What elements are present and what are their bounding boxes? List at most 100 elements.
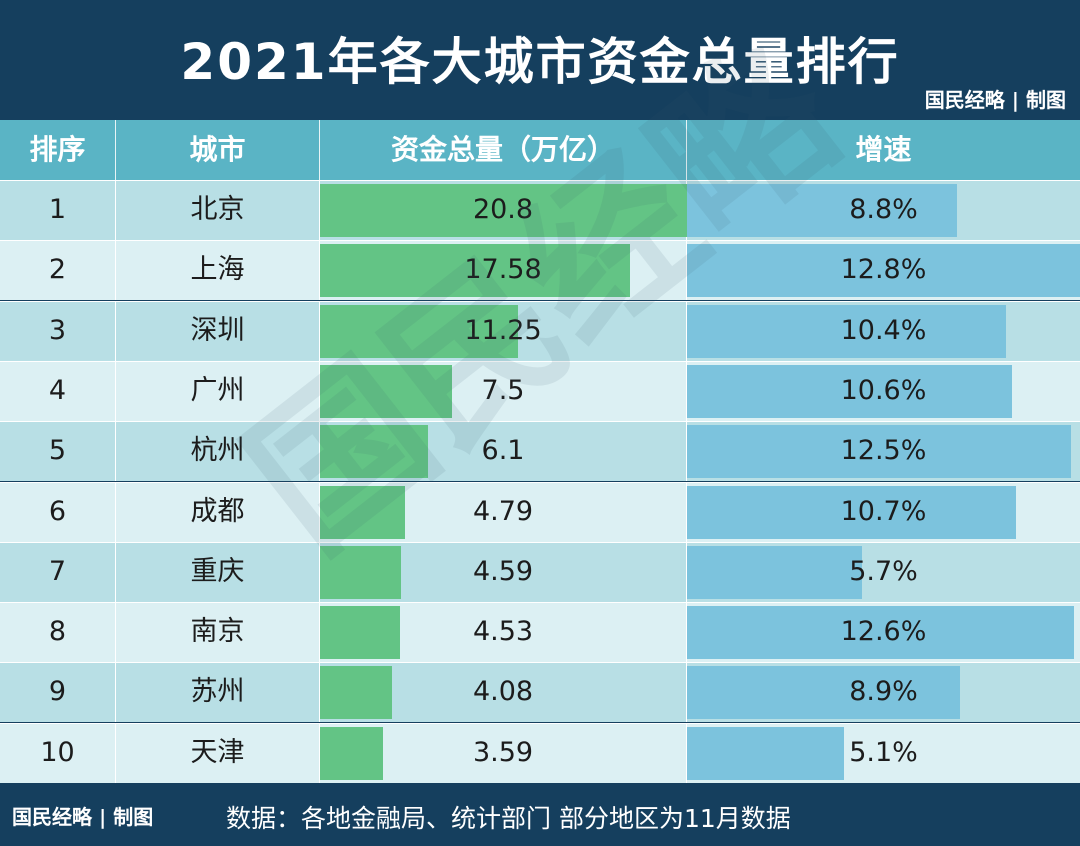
city-cell: 广州 — [116, 361, 320, 421]
table-row: 6 成都 4.79 10.7% — [0, 481, 1080, 542]
city-cell: 成都 — [116, 482, 320, 542]
city-cell: 杭州 — [116, 422, 320, 482]
rank-cell: 10 — [0, 723, 116, 783]
total-cell: 20.8 — [320, 181, 687, 240]
rank-value: 9 — [48, 676, 67, 708]
total-cell: 11.25 — [320, 301, 687, 361]
rank-value: 7 — [48, 555, 67, 587]
total-bar — [320, 184, 687, 237]
city-value: 广州 — [190, 374, 245, 406]
growth-value: 5.1% — [849, 736, 918, 768]
total-bar — [320, 304, 519, 358]
rank-value: 4 — [48, 374, 67, 406]
growth-bar — [687, 545, 862, 599]
total-value: 17.58 — [464, 254, 542, 286]
total-cell: 4.08 — [320, 663, 687, 723]
growth-bar — [687, 184, 958, 237]
rank-value: 5 — [48, 435, 67, 467]
rank-cell: 8 — [0, 603, 116, 663]
growth-value: 12.5% — [840, 435, 927, 467]
total-value: 11.25 — [464, 314, 542, 346]
table-row: 7 重庆 4.59 5.7% — [0, 541, 1080, 602]
rank-cell: 1 — [0, 181, 116, 240]
total-cell: 4.53 — [320, 603, 687, 663]
growth-cell: 10.4% — [687, 302, 1080, 361]
city-value: 北京 — [190, 194, 245, 225]
rank-cell: 3 — [0, 301, 116, 361]
growth-value: 10.4% — [840, 314, 927, 346]
city-value: 重庆 — [190, 555, 245, 587]
column-header-city: 城市 — [116, 120, 320, 180]
growth-value: 12.6% — [840, 616, 927, 648]
footer: 国民经略 | 制图 数据：各地金融局、统计部门 部分地区为11月数据 — [0, 783, 1080, 846]
total-cell: 7.5 — [320, 361, 687, 421]
table-row: 1 北京 20.8 8.8% — [0, 180, 1080, 240]
rank-value: 6 — [48, 495, 67, 527]
growth-cell: 10.6% — [687, 362, 1080, 421]
table-header: 排序 城市 资金总量（万亿） 增速 — [0, 120, 1080, 180]
city-cell: 南京 — [116, 603, 320, 663]
city-value: 成都 — [190, 495, 245, 527]
table-row: 3 深圳 11.25 10.4% — [0, 300, 1080, 361]
city-cell: 重庆 — [116, 542, 320, 602]
total-cell: 4.79 — [320, 482, 687, 542]
column-header-total: 资金总量（万亿） — [320, 120, 687, 180]
total-value: 20.8 — [472, 194, 534, 225]
rank-cell: 7 — [0, 542, 116, 602]
growth-bar — [687, 726, 844, 780]
table-row: 5 杭州 6.1 12.5% — [0, 421, 1080, 482]
growth-value: 5.7% — [849, 555, 918, 587]
total-bar — [320, 666, 392, 720]
total-cell: 17.58 — [320, 241, 687, 301]
total-bar — [320, 545, 401, 599]
growth-value: 8.8% — [849, 194, 918, 225]
city-cell: 苏州 — [116, 663, 320, 723]
total-value: 4.79 — [472, 495, 534, 527]
rank-value: 1 — [48, 194, 67, 225]
growth-bar — [687, 304, 1007, 358]
table-row: 10 天津 3.59 5.1% — [0, 722, 1080, 783]
rank-cell: 9 — [0, 663, 116, 723]
column-header-growth: 增速 — [855, 133, 912, 166]
growth-bar — [687, 666, 961, 720]
growth-cell: 12.6% — [687, 603, 1080, 662]
rank-cell: 6 — [0, 482, 116, 542]
total-value: 4.59 — [472, 555, 534, 587]
brand-credit-top: 国民经略 | 制图 — [924, 88, 1066, 112]
total-value: 4.08 — [472, 676, 534, 708]
growth-value: 10.6% — [840, 374, 927, 406]
growth-value: 12.8% — [840, 254, 927, 286]
header: 2021年各大城市资金总量排行 国民经略 | 制图 — [0, 0, 1080, 120]
table-row: 8 南京 4.53 12.6% — [0, 602, 1080, 663]
column-header-rank: 排序 — [0, 120, 116, 180]
city-value: 天津 — [190, 736, 245, 768]
growth-bar — [687, 425, 1071, 479]
rank-value: 2 — [48, 254, 67, 286]
total-cell: 6.1 — [320, 422, 687, 482]
rank-value: 8 — [48, 616, 67, 648]
total-bar — [320, 425, 428, 479]
growth-bar — [687, 244, 1080, 298]
growth-bar — [687, 364, 1013, 418]
rank-cell: 2 — [0, 241, 116, 301]
growth-cell: 8.8% — [687, 181, 1080, 240]
growth-cell: 12.5% — [687, 422, 1080, 481]
total-value: 3.59 — [472, 736, 534, 768]
total-cell: 3.59 — [320, 723, 687, 783]
city-value: 南京 — [190, 616, 245, 648]
total-bar — [320, 485, 405, 539]
growth-cell: 5.7% — [687, 543, 1080, 602]
total-value: 7.5 — [481, 374, 525, 406]
total-bar — [320, 606, 400, 660]
rank-value: 10 — [40, 736, 75, 768]
total-bar — [320, 244, 631, 298]
growth-value: 10.7% — [840, 495, 927, 527]
table-row: 2 上海 17.58 12.8% — [0, 240, 1080, 301]
growth-bar — [687, 485, 1016, 539]
total-value: 4.53 — [472, 616, 534, 648]
growth-cell: 12.8% — [687, 241, 1080, 300]
growth-cell: 5.1% — [687, 724, 1080, 783]
total-bar — [320, 364, 453, 418]
table-row: 4 广州 7.5 10.6% — [0, 360, 1080, 421]
ranking-table: 排序 城市 资金总量（万亿） 增速 1 北京 20.8 8.8% 2 上海 17.58 12.… — [0, 120, 1080, 783]
